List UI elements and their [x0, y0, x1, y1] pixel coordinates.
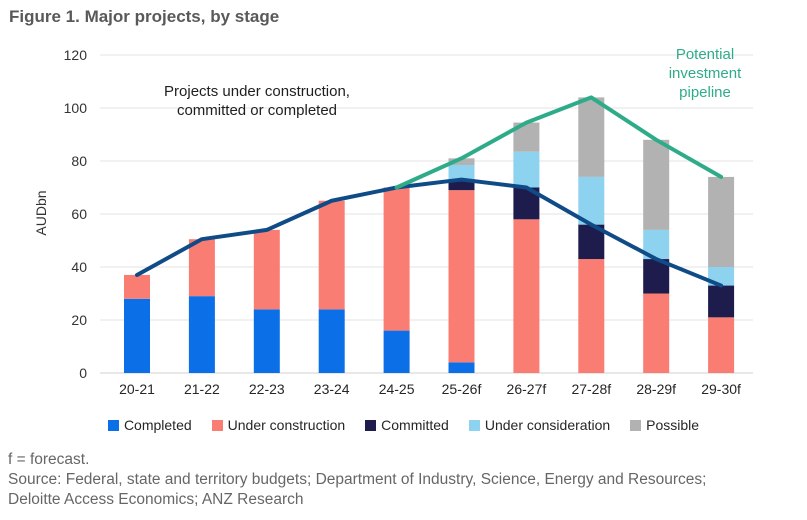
x-tick-label: 23-24 — [314, 381, 350, 397]
annotation-construction: Projects under construction, committed o… — [140, 82, 374, 120]
x-tick-label: 26-27f — [507, 381, 547, 397]
annotation-construction-line2: committed or completed — [176, 102, 338, 119]
bar-segment — [318, 200, 345, 310]
legend-item: Under construction — [211, 417, 346, 433]
legend-swatch — [630, 419, 642, 431]
legend-label: Possible — [646, 417, 700, 433]
bar-segment — [708, 176, 735, 267]
bar-segment — [253, 229, 280, 310]
bar-segment — [578, 259, 605, 373]
bar-segment — [448, 179, 475, 191]
x-tick-label: 29-30f — [701, 381, 741, 397]
annotation-pipeline-line2: investment — [668, 65, 742, 82]
footer: f = forecast. Source: Federal, state and… — [8, 450, 803, 510]
bar-segment — [188, 296, 215, 373]
trend-line — [394, 95, 724, 190]
y-tick-label: 60 — [71, 206, 87, 222]
legend-swatch — [107, 419, 119, 431]
legend: Completed Under construction Committed Unde… — [0, 417, 807, 433]
bar-segment — [383, 187, 410, 331]
legend-label: Completed — [123, 417, 192, 433]
legend-item: Completed — [107, 417, 192, 433]
legend-label: Committed — [381, 417, 449, 433]
legend-label: Under construction — [227, 417, 346, 433]
legend-item: Committed — [365, 417, 449, 433]
bar-segment — [578, 97, 605, 177]
x-tick-label: 22-23 — [249, 381, 285, 397]
y-tick-label: 40 — [71, 259, 87, 275]
legend-swatch — [365, 419, 377, 431]
y-tick-label: 80 — [71, 153, 87, 169]
y-tick-label: 120 — [64, 47, 88, 63]
y-tick-label: 20 — [71, 312, 87, 328]
bar-segment — [643, 293, 670, 373]
annotation-pipeline-line1: Potential — [675, 46, 735, 63]
annotation-pipeline: Potential investment pipeline — [640, 45, 770, 102]
x-tick-label: 21-22 — [184, 381, 220, 397]
y-tick-label: 0 — [79, 365, 87, 381]
x-tick-label: 20-21 — [119, 381, 155, 397]
annotation-pipeline-line3: pipeline — [679, 84, 731, 101]
y-tick-label: 100 — [64, 100, 88, 116]
bar-segment — [448, 362, 475, 373]
y-axis-title: AUDbn — [33, 190, 49, 235]
x-tick-label: 28-29f — [636, 381, 676, 397]
bar-segment — [708, 285, 735, 318]
legend-item: Possible — [630, 417, 699, 433]
x-tick-label: 27-28f — [571, 381, 611, 397]
bar-segment — [448, 158, 475, 165]
page-title: Figure 1. Major projects, by stage — [9, 7, 280, 26]
source-line-1: Source: Federal, state and territory bud… — [8, 471, 707, 488]
annotation-construction-line1: Projects under construction, — [164, 83, 350, 100]
bar-segment — [578, 176, 605, 225]
x-tick-label: 24-25 — [379, 381, 415, 397]
bar-segment — [318, 309, 345, 373]
legend-swatch — [468, 419, 480, 431]
chart-canvas: 0 20 40 60 80 100 120 AUDbn 20-21 21-22 22-23 23-24… — [33, 47, 753, 397]
bar-segment — [513, 219, 540, 373]
source-line-2: Deloitte Access Economics; ANZ Research — [8, 491, 304, 508]
trend-line — [135, 177, 724, 288]
bar-segment — [124, 298, 150, 373]
legend-swatch — [211, 419, 223, 431]
legend-item: Under consideration — [468, 417, 611, 433]
bar-segment — [124, 274, 150, 299]
x-tick-label: 25-26f — [442, 381, 482, 397]
bar-segment — [448, 190, 475, 363]
bar-segment — [188, 239, 215, 297]
bar-segment — [513, 151, 540, 188]
bar-segment — [253, 309, 280, 373]
footnote-forecast: f = forecast. — [8, 451, 90, 468]
legend-label: Under consideration — [484, 417, 611, 433]
bar-segment — [643, 259, 670, 294]
bar-segment — [448, 164, 475, 180]
bar-segment — [708, 317, 735, 373]
bar-segment — [643, 139, 670, 230]
bar-segment — [383, 330, 410, 373]
